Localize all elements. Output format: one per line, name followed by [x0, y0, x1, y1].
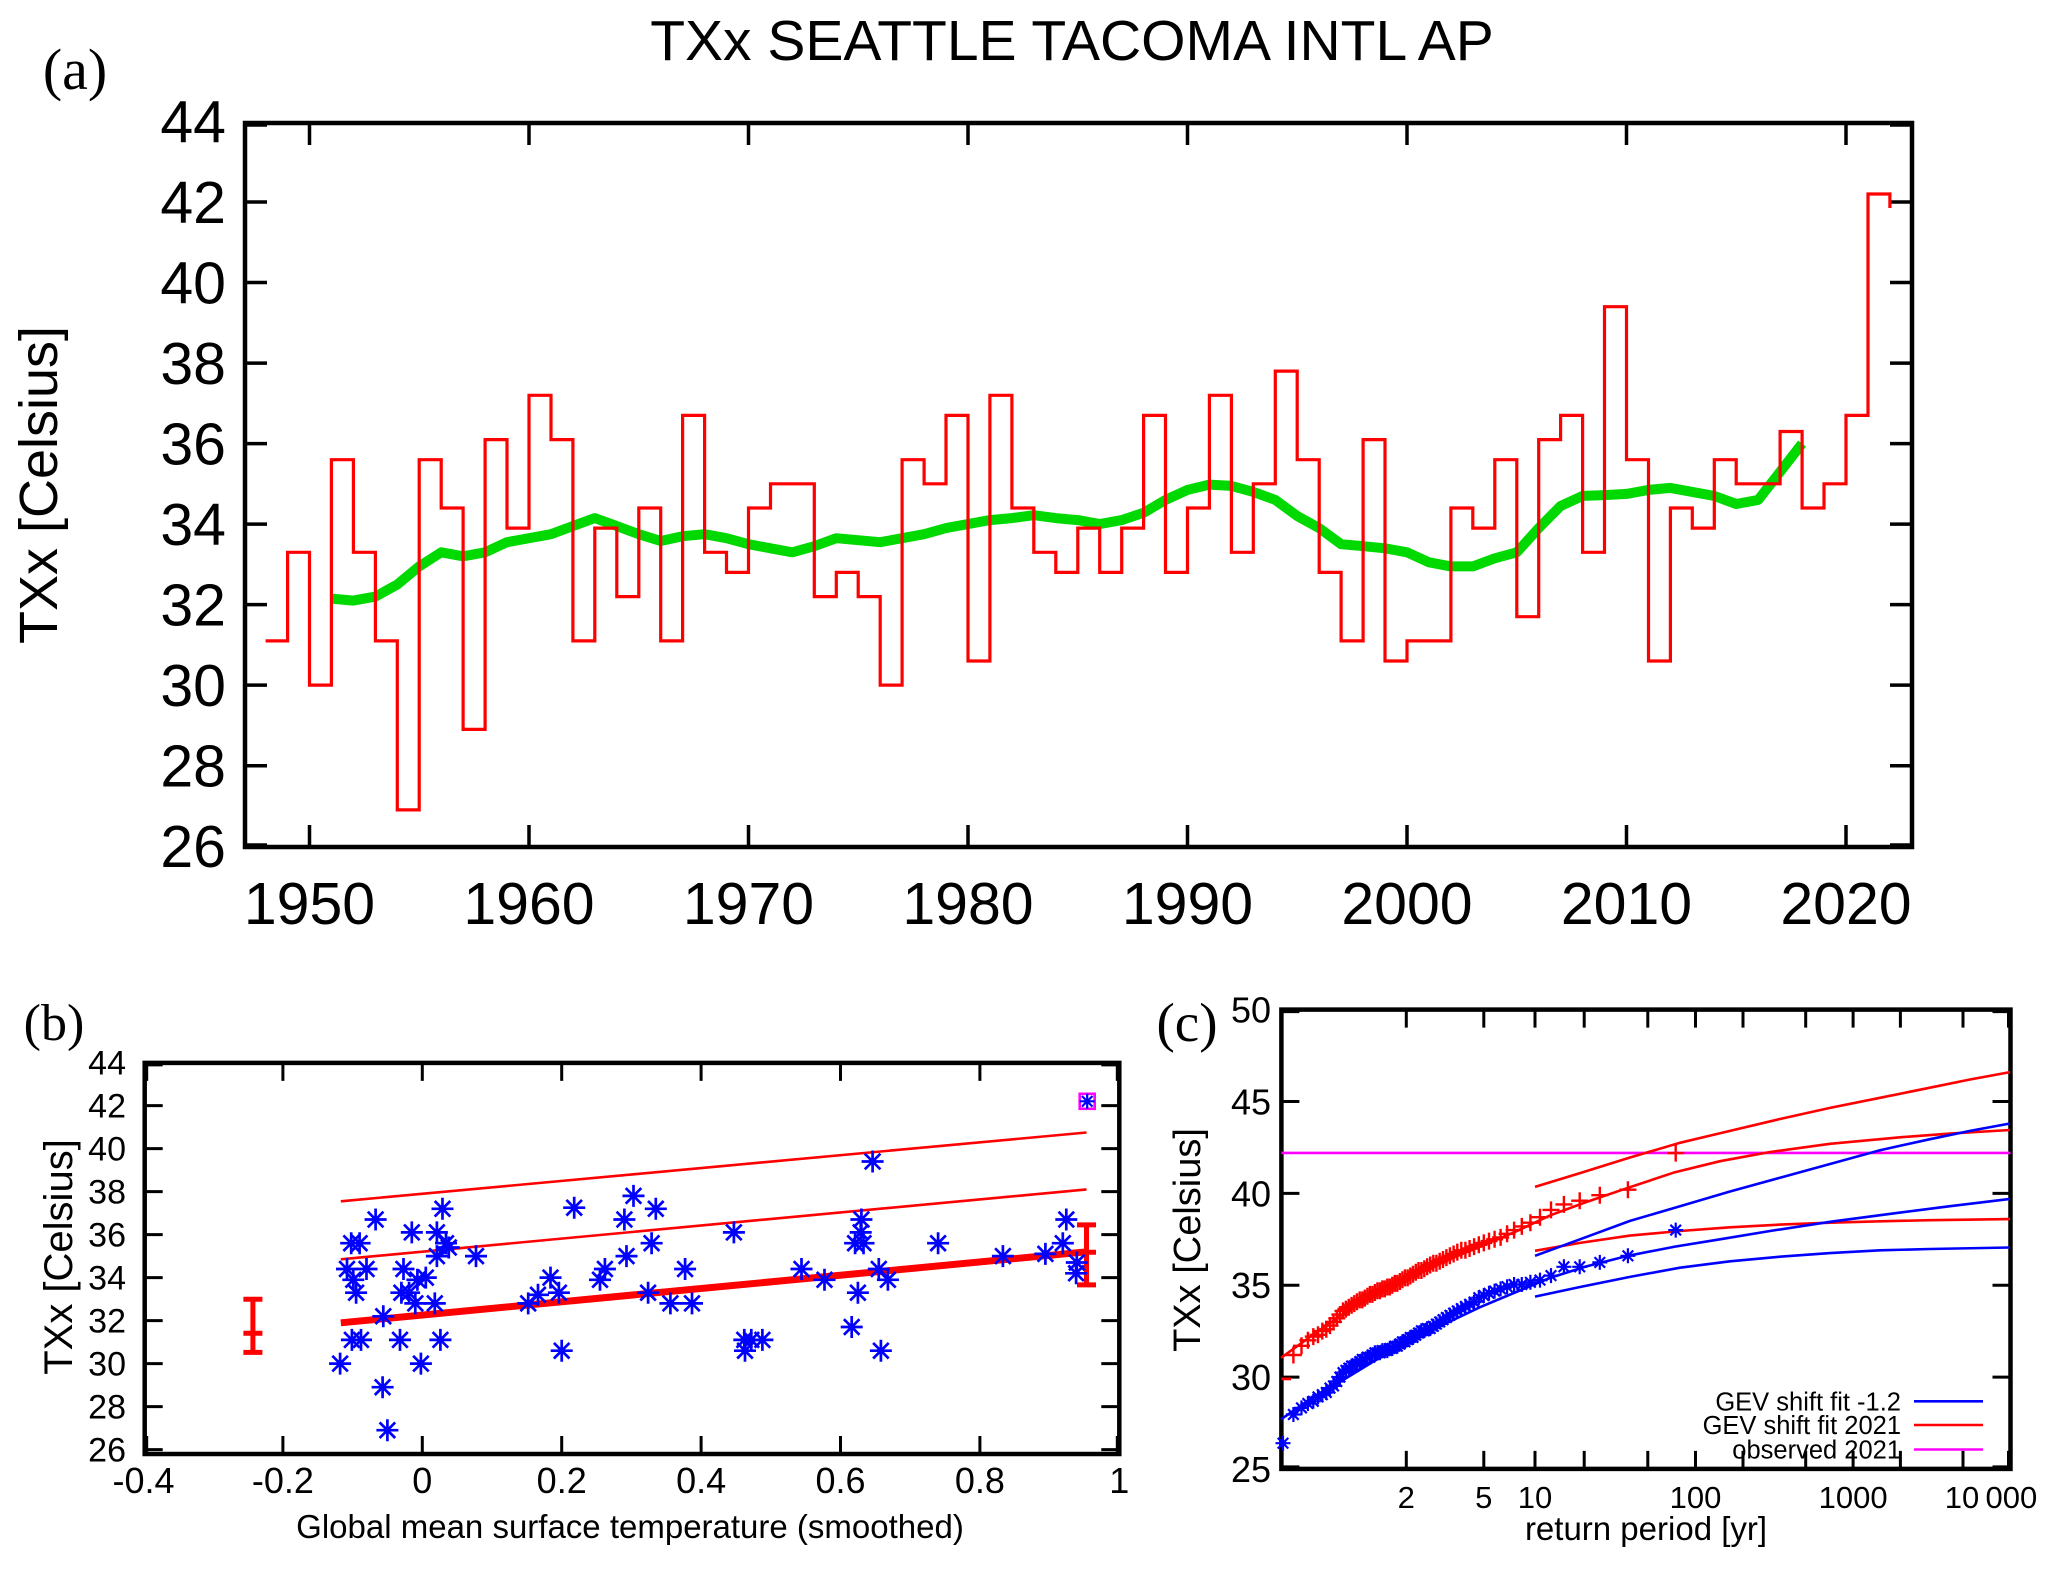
svg-text:1: 1	[1109, 1460, 1129, 1501]
svg-text:36: 36	[160, 412, 226, 478]
svg-text:(b): (b)	[24, 995, 85, 1052]
svg-text:2: 2	[1398, 1480, 1415, 1515]
svg-text:1980: 1980	[902, 871, 1033, 937]
svg-text:45: 45	[1231, 1082, 1271, 1123]
svg-text:32: 32	[88, 1303, 126, 1341]
svg-text:Global mean surface temperatur: Global mean surface temperature (smoothe…	[296, 1508, 964, 1545]
svg-text:2020: 2020	[1780, 871, 1911, 937]
svg-text:26: 26	[160, 814, 226, 880]
svg-text:32: 32	[160, 573, 226, 639]
svg-text:38: 38	[160, 331, 226, 397]
svg-text:2000: 2000	[1341, 871, 1472, 937]
svg-text:0.4: 0.4	[676, 1460, 726, 1501]
svg-text:0: 0	[412, 1460, 432, 1501]
svg-text:42: 42	[88, 1088, 126, 1126]
svg-text:1960: 1960	[463, 871, 594, 937]
svg-text:-0.2: -0.2	[252, 1460, 314, 1501]
svg-text:35: 35	[1231, 1265, 1271, 1306]
svg-text:38: 38	[88, 1174, 126, 1212]
svg-text:return period [yr]: return period [yr]	[1525, 1510, 1767, 1547]
svg-text:34: 34	[88, 1260, 126, 1298]
svg-text:28: 28	[160, 734, 226, 800]
svg-text:TXx [Celsius]: TXx [Celsius]	[1167, 1128, 1209, 1352]
svg-text:30: 30	[160, 653, 226, 719]
svg-text:-0.4: -0.4	[112, 1460, 174, 1501]
svg-text:25: 25	[1231, 1449, 1271, 1490]
svg-text:40: 40	[160, 251, 226, 317]
svg-text:44: 44	[160, 90, 226, 156]
svg-text:1950: 1950	[244, 871, 375, 937]
svg-text:100: 100	[1670, 1480, 1722, 1515]
svg-text:36: 36	[88, 1217, 126, 1255]
svg-text:40: 40	[88, 1131, 126, 1169]
svg-text:40: 40	[1231, 1173, 1271, 1214]
svg-text:observed 2021: observed 2021	[1732, 1437, 1901, 1465]
svg-text:0.6: 0.6	[815, 1460, 865, 1501]
svg-text:(c): (c)	[1156, 992, 1217, 1053]
svg-text:1970: 1970	[683, 871, 814, 937]
svg-text:5: 5	[1475, 1480, 1492, 1515]
svg-text:50: 50	[1231, 990, 1271, 1031]
svg-text:0.8: 0.8	[955, 1460, 1005, 1501]
svg-text:TXx [Celsius]: TXx [Celsius]	[9, 326, 69, 644]
svg-text:(a): (a)	[43, 37, 107, 102]
svg-text:30: 30	[1231, 1357, 1271, 1398]
svg-text:0.2: 0.2	[537, 1460, 587, 1501]
svg-text:TXx SEATTLE TACOMA INTL AP: TXx SEATTLE TACOMA INTL AP	[650, 9, 1494, 73]
svg-text:28: 28	[88, 1389, 126, 1427]
svg-text:26: 26	[88, 1432, 126, 1470]
svg-text:44: 44	[88, 1045, 126, 1083]
svg-text:34: 34	[160, 492, 226, 558]
svg-text:30: 30	[88, 1346, 126, 1384]
svg-text:GEV shift fit -1.2: GEV shift fit -1.2	[1715, 1388, 1901, 1416]
svg-text:10 000: 10 000	[1945, 1480, 2037, 1515]
svg-text:10: 10	[1518, 1480, 1552, 1515]
svg-text:2010: 2010	[1561, 871, 1692, 937]
svg-text:GEV shift fit 2021: GEV shift fit 2021	[1703, 1412, 1901, 1440]
svg-text:1000: 1000	[1819, 1480, 1888, 1515]
svg-text:1990: 1990	[1122, 871, 1253, 937]
svg-text:TXx [Celsius]: TXx [Celsius]	[37, 1139, 81, 1375]
svg-text:42: 42	[160, 170, 226, 236]
